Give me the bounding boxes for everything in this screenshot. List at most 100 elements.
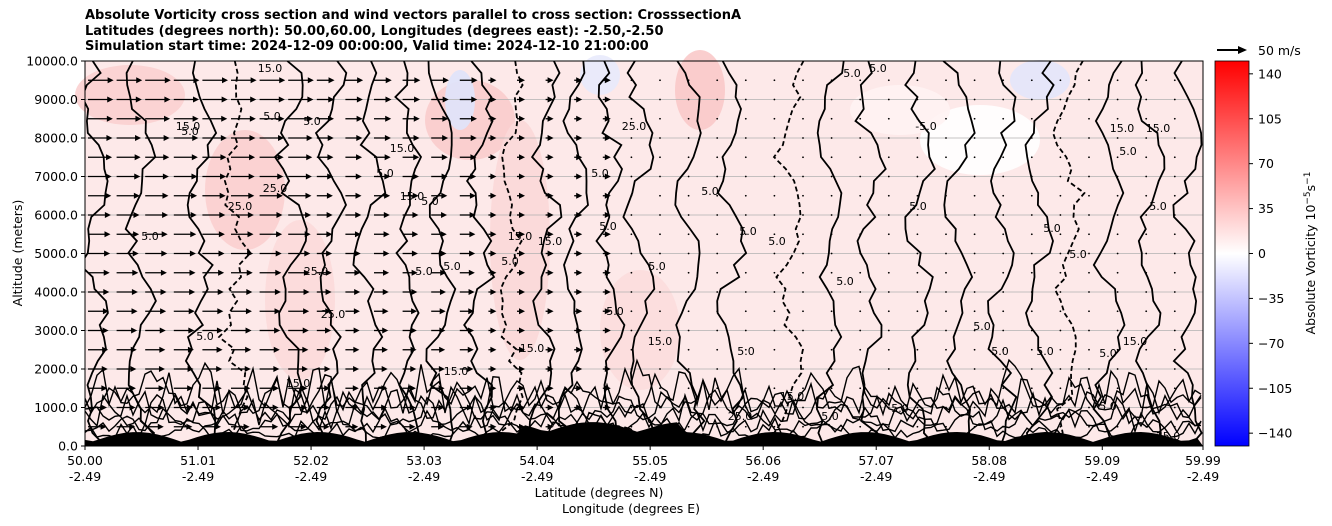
wind-vector [1059, 156, 1062, 159]
wind-vector-head [441, 173, 448, 180]
wind-vector-head [136, 77, 143, 84]
wind-vector [1116, 194, 1119, 197]
contour-label: 15.0 [400, 190, 425, 203]
wind-vector-head [471, 96, 478, 103]
x-axis-label-latitude: Latitude (degrees N) [535, 485, 664, 500]
wind-vector-head [272, 404, 279, 411]
wind-vector-head [100, 423, 107, 430]
wind-vector [802, 117, 804, 120]
wind-vector [773, 252, 776, 255]
wind-vector [1002, 214, 1005, 216]
wind-vector-head [490, 327, 497, 334]
wind-vector-head [604, 346, 611, 353]
wind-vector [630, 117, 633, 120]
wind-vector-head [383, 250, 390, 257]
contour-line [184, 61, 218, 446]
wind-vector [1145, 310, 1148, 313]
wind-vector [744, 425, 747, 428]
contour-line-surface [85, 358, 1202, 410]
wind-vector [916, 156, 919, 159]
wind-vector-head [411, 269, 418, 276]
wind-vector-head [490, 250, 497, 257]
wind-vector [1173, 387, 1176, 390]
wind-vector [802, 329, 804, 332]
wind-vector-head [440, 250, 447, 257]
wind-vector-head [519, 327, 525, 334]
contour-lines [85, 61, 1203, 446]
wind-vector-head [519, 96, 525, 103]
contour-label: 15.0 [508, 230, 533, 243]
wind-vector-head [186, 404, 193, 411]
contour-line [815, 61, 845, 446]
wind-vector [802, 137, 804, 139]
contour-label: 15.0 [1123, 335, 1148, 348]
wind-vector-head [604, 269, 611, 276]
x-tick-label-lat: 58.08 [971, 453, 1007, 468]
wind-vector [973, 368, 976, 370]
wind-vector-head [218, 231, 225, 238]
wind-vector [630, 329, 633, 332]
wind-vector [1059, 98, 1062, 101]
wind-vector [802, 79, 804, 82]
wind-vector [1116, 291, 1119, 293]
wind-vector [1002, 156, 1005, 159]
wind-vector [887, 310, 890, 313]
wind-vector-head [158, 404, 165, 411]
wind-vector [830, 79, 833, 82]
wind-vector-head [409, 423, 416, 430]
wind-vector-head [133, 192, 140, 199]
wind-vector-head [353, 327, 360, 334]
wind-vector-head [300, 423, 307, 430]
wind-vector-head [246, 269, 253, 276]
wind-vector-head [306, 154, 313, 161]
wind-vector-head [191, 173, 198, 180]
wind-vector-head [326, 231, 333, 238]
wind-vector [687, 79, 690, 82]
x-axis: 50.00-2.4951.01-2.4952.02-2.4953.03-2.49… [67, 446, 1221, 484]
wind-vector-head [576, 385, 583, 392]
wind-vector-head [306, 135, 313, 141]
wind-vector [887, 348, 890, 351]
wind-vector [887, 387, 890, 390]
wind-vector [1173, 291, 1176, 293]
wind-vector-head [132, 250, 139, 257]
wind-vector [1145, 233, 1148, 236]
wind-vector-head [470, 135, 477, 141]
wind-vector [1030, 175, 1033, 178]
wind-vector [659, 79, 661, 82]
wind-vector [1059, 252, 1062, 255]
wind-vector-head [244, 385, 251, 392]
wind-vector [744, 175, 747, 178]
wind-vector-head [576, 269, 583, 276]
contour-label: 5.0 [1043, 222, 1061, 235]
colorbar-tick-label: 105 [1258, 111, 1282, 126]
wind-vector-head [192, 115, 199, 122]
wind-vector [687, 214, 690, 216]
wind-vector [945, 117, 947, 120]
wind-vector-head [490, 423, 497, 430]
wind-vector-head [220, 173, 227, 180]
wind-vector [1002, 310, 1005, 313]
wind-vector-head [354, 269, 361, 276]
wind-vector-head [131, 289, 138, 295]
wind-vector-head [244, 366, 251, 372]
contour-label: 25.0 [228, 200, 253, 213]
wind-vector [687, 368, 690, 370]
wind-vector [916, 291, 919, 293]
wind-vector [859, 194, 862, 197]
wind-vector [716, 329, 719, 332]
wind-vector [659, 329, 661, 332]
wind-vector-head [547, 96, 554, 103]
wind-vector-head [191, 192, 198, 199]
wind-vector [1030, 387, 1033, 390]
contour-label: 5.0 [1149, 200, 1167, 213]
wind-vector-head [519, 77, 525, 84]
contour-label: 15.0 [1110, 122, 1135, 135]
wind-vector-head [164, 115, 171, 122]
wind-vector-head [305, 173, 312, 180]
wind-vector [973, 425, 976, 428]
wind-vector-head [442, 115, 449, 122]
wind-vector-head [519, 135, 525, 141]
wind-vector-head [519, 366, 525, 372]
wind-vector-head [217, 308, 224, 315]
